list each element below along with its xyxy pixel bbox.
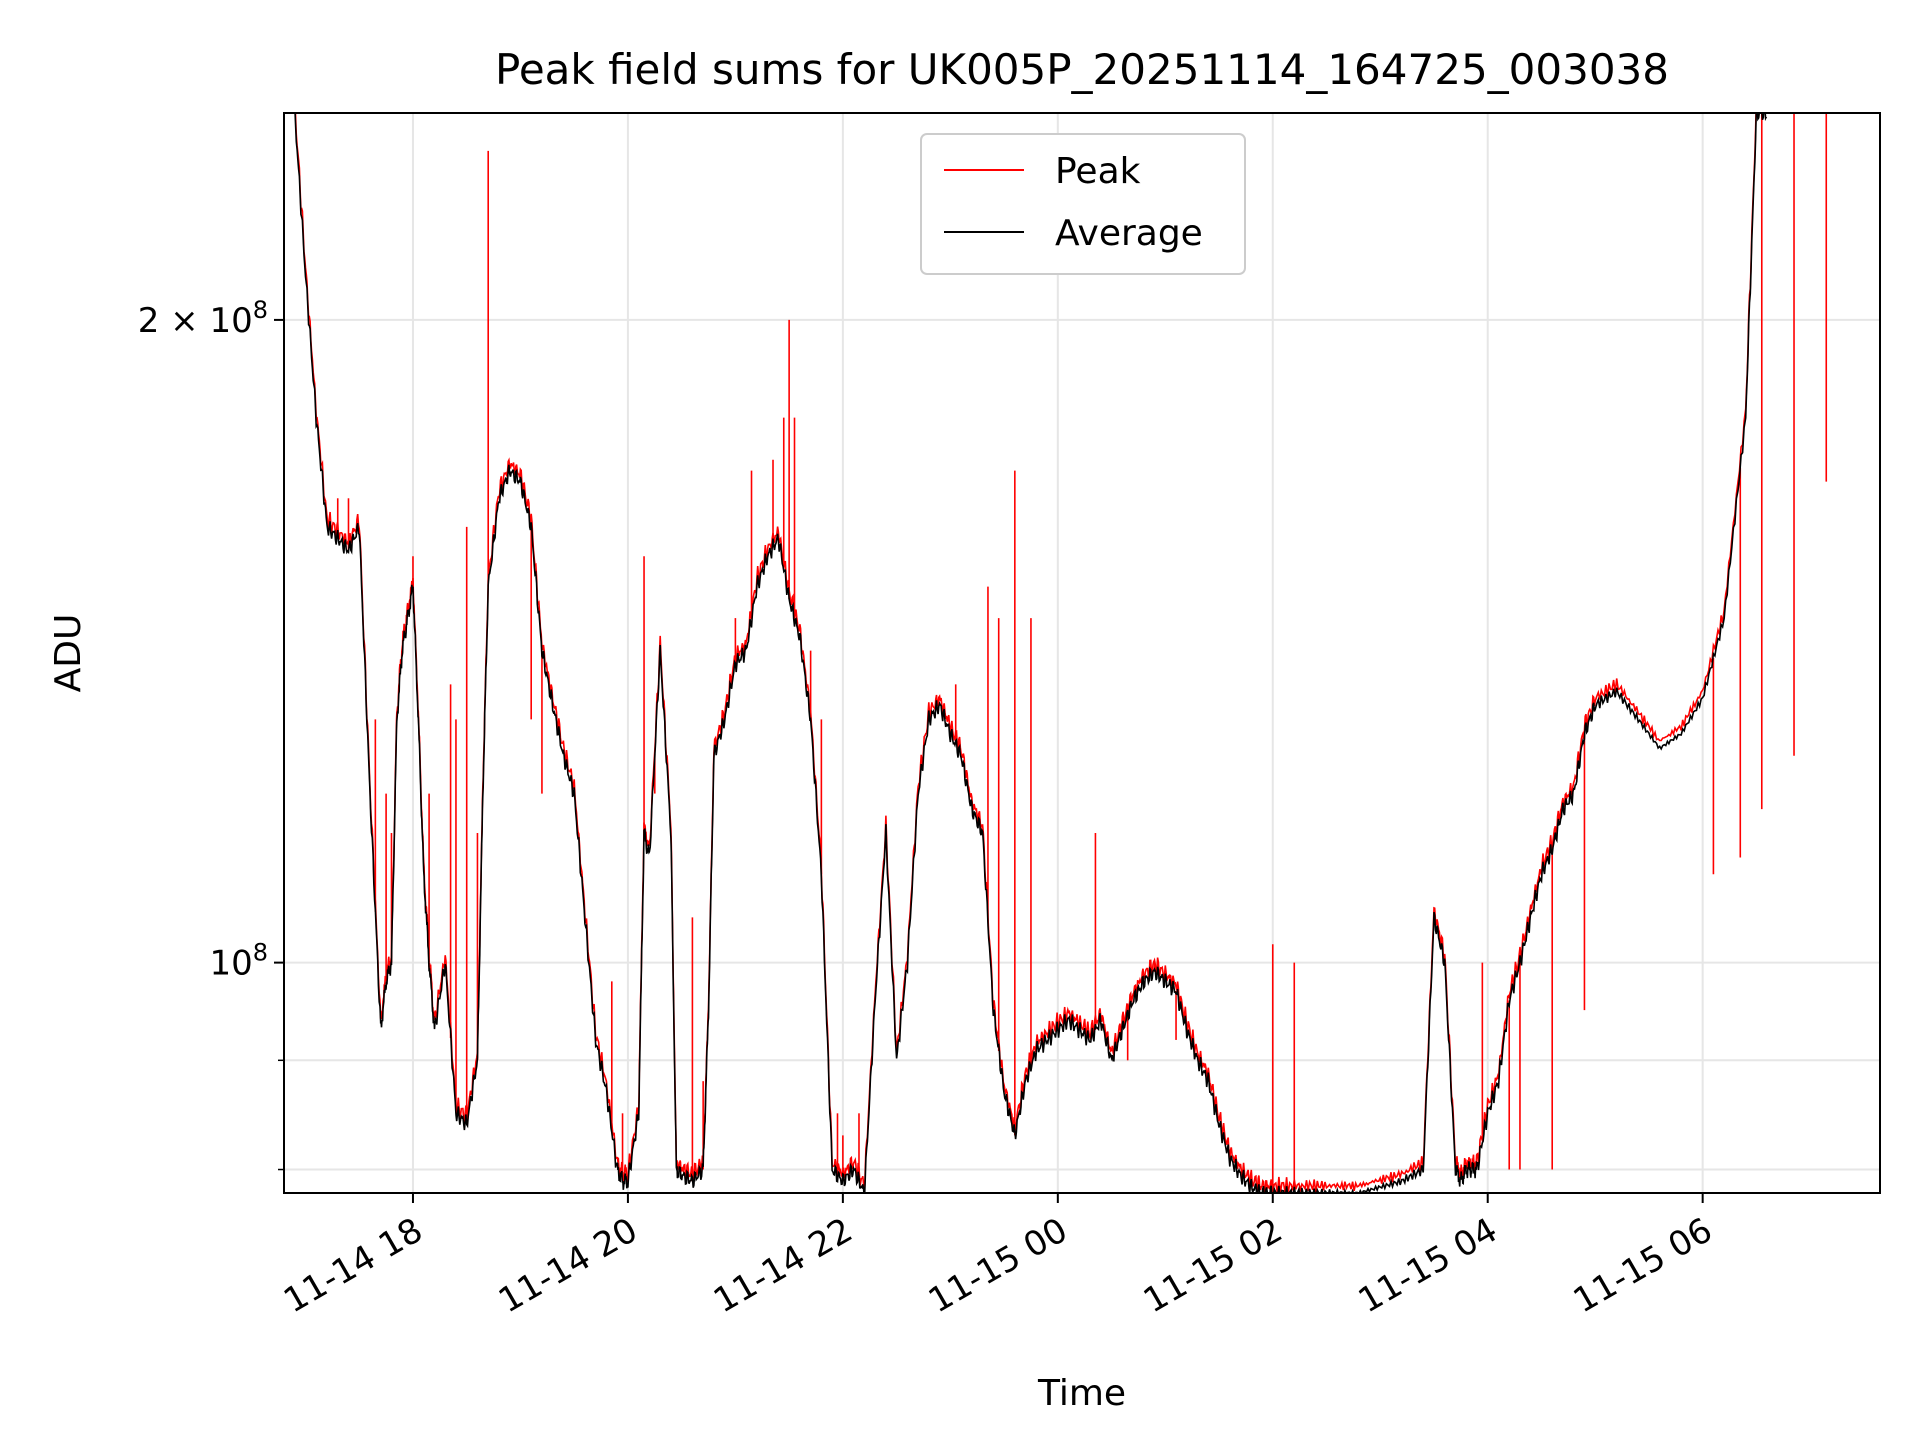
legend: Peak Average (920, 133, 1246, 275)
x-axis-label: Time (1037, 1373, 1126, 1414)
y-tick-label: 108 (209, 939, 268, 984)
series-layer (294, 113, 1828, 1193)
legend-average-label: Average (1055, 213, 1203, 254)
y-axis-label: ADU (48, 614, 89, 693)
average-series-line (294, 113, 1768, 1193)
legend-peak-label: Peak (1055, 151, 1141, 192)
grid-lines (284, 113, 1880, 1193)
plot-frame (283, 112, 1881, 1194)
chart-title: Peak field sums for UK005P_20251114_1647… (495, 45, 1669, 94)
y-tick-label: 2 × 108 (138, 296, 268, 341)
